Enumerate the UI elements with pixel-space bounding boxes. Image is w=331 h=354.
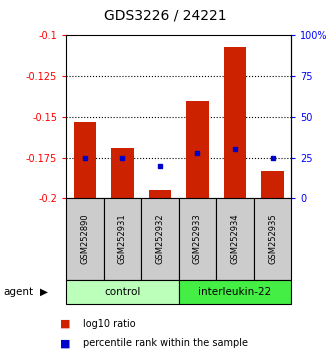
Text: percentile rank within the sample: percentile rank within the sample — [83, 338, 248, 348]
Text: log10 ratio: log10 ratio — [83, 319, 135, 329]
Text: agent: agent — [3, 287, 33, 297]
Bar — [216, 198, 254, 280]
Bar — [66, 280, 179, 304]
Text: GSM252931: GSM252931 — [118, 213, 127, 264]
Bar — [74, 122, 96, 198]
Text: ▶: ▶ — [40, 287, 48, 297]
Bar — [254, 198, 291, 280]
Bar — [179, 280, 291, 304]
Text: ■: ■ — [60, 338, 70, 348]
Bar — [261, 171, 284, 198]
Bar — [186, 101, 209, 198]
Bar — [66, 198, 104, 280]
Text: ■: ■ — [60, 319, 70, 329]
Bar — [141, 198, 179, 280]
Bar — [224, 47, 246, 198]
Bar — [149, 190, 171, 198]
Text: control: control — [104, 287, 141, 297]
Text: GSM252890: GSM252890 — [80, 213, 89, 264]
Text: GSM252933: GSM252933 — [193, 213, 202, 264]
Bar — [111, 148, 134, 198]
Bar — [179, 198, 216, 280]
Bar — [104, 198, 141, 280]
Text: interleukin-22: interleukin-22 — [198, 287, 272, 297]
Text: GSM252932: GSM252932 — [156, 213, 165, 264]
Text: GSM252934: GSM252934 — [230, 213, 240, 264]
Text: GDS3226 / 24221: GDS3226 / 24221 — [104, 9, 227, 23]
Text: GSM252935: GSM252935 — [268, 213, 277, 264]
